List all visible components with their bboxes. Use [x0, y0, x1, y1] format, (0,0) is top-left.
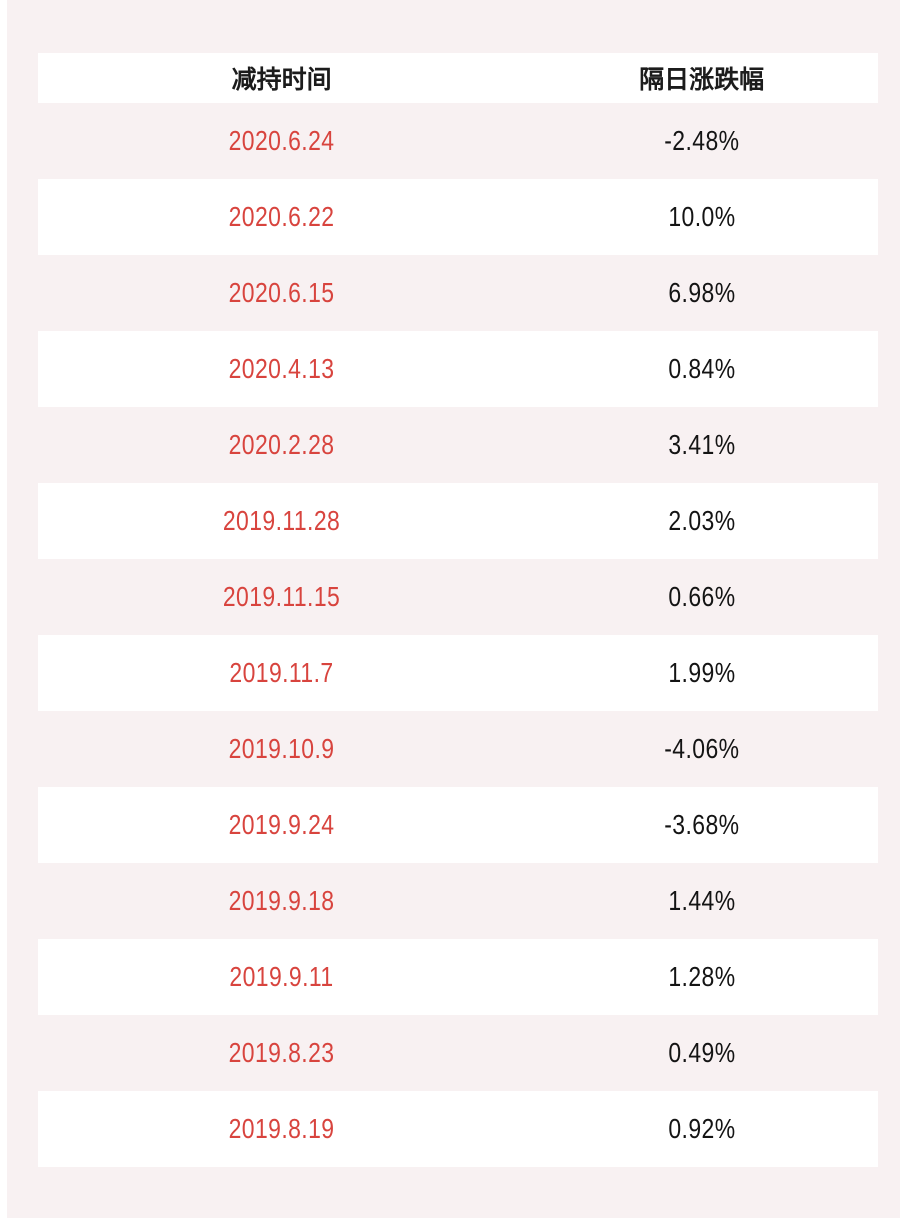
change-value-cell: -2.48% — [525, 103, 878, 179]
table-row: 2019.8.23 0.49% — [38, 1015, 878, 1091]
header-next-day-change: 隔日涨跌幅 — [639, 66, 765, 94]
reduction-date-cell: 2019.11.28 — [38, 483, 525, 559]
change-value: 3.41% — [667, 429, 736, 460]
reduction-date-value: 2019.8.19 — [228, 1113, 335, 1144]
reduction-date-cell: 2020.6.24 — [38, 103, 525, 179]
table-row: 2019.9.18 1.44% — [38, 863, 878, 939]
reduction-date-cell: 2019.9.24 — [38, 787, 525, 863]
change-value-cell: 1.99% — [525, 635, 878, 711]
change-value-cell: 2.03% — [525, 483, 878, 559]
reduction-date-cell: 2019.9.18 — [38, 863, 525, 939]
table-row: 2019.11.15 0.66% — [38, 559, 878, 635]
reduction-date-value: 2019.9.24 — [228, 809, 335, 840]
change-value-cell: 0.66% — [525, 559, 878, 635]
change-value-cell: 0.84% — [525, 331, 878, 407]
reduction-date-cell: 2019.11.7 — [38, 635, 525, 711]
table-row: 2019.9.24 -3.68% — [38, 787, 878, 863]
reduction-date-cell: 2019.9.11 — [38, 939, 525, 1015]
reduction-history-table: 减持时间 隔日涨跌幅 2020.6.24 -2.48% 2020.6.22 10… — [38, 53, 878, 1167]
table-row: 2020.6.24 -2.48% — [38, 103, 878, 179]
table-body: 2020.6.24 -2.48% 2020.6.22 10.0% 2020.6.… — [38, 103, 878, 1167]
reduction-date-cell: 2019.11.15 — [38, 559, 525, 635]
change-value-cell: 0.92% — [525, 1091, 878, 1167]
change-value-cell: 10.0% — [525, 179, 878, 255]
change-value-cell: 3.41% — [525, 407, 878, 483]
table-row: 2019.11.7 1.99% — [38, 635, 878, 711]
reduction-date-value: 2019.8.23 — [228, 1037, 335, 1068]
reduction-date-value: 2019.11.28 — [222, 505, 341, 536]
table-row: 2020.4.13 0.84% — [38, 331, 878, 407]
reduction-date-value: 2019.11.15 — [222, 581, 341, 612]
table-row: 2020.6.22 10.0% — [38, 179, 878, 255]
change-value: -4.06% — [663, 733, 740, 764]
table-row: 2019.11.28 2.03% — [38, 483, 878, 559]
table-header-row: 减持时间 隔日涨跌幅 — [38, 53, 878, 103]
change-value-cell: 1.28% — [525, 939, 878, 1015]
reduction-date-value: 2020.4.13 — [228, 353, 335, 384]
table-row: 2019.9.11 1.28% — [38, 939, 878, 1015]
reduction-date-cell: 2020.4.13 — [38, 331, 525, 407]
header-reduction-time: 减持时间 — [231, 66, 332, 94]
reduction-date-value: 2019.9.11 — [229, 961, 334, 992]
reduction-date-value: 2019.11.7 — [229, 657, 334, 688]
reduction-date-cell: 2019.8.23 — [38, 1015, 525, 1091]
change-value: 0.84% — [667, 353, 736, 384]
table-row: 2019.8.19 0.92% — [38, 1091, 878, 1167]
reduction-date-cell: 2020.6.22 — [38, 179, 525, 255]
change-value: -3.68% — [663, 809, 740, 840]
reduction-date-value: 2020.6.22 — [228, 201, 335, 232]
change-value-cell: -4.06% — [525, 711, 878, 787]
change-value: 1.44% — [667, 885, 736, 916]
change-value: 6.98% — [667, 277, 736, 308]
table-row: 2020.2.28 3.41% — [38, 407, 878, 483]
change-value-cell: 6.98% — [525, 255, 878, 331]
reduction-date-cell: 2020.6.15 — [38, 255, 525, 331]
reduction-date-value: 2019.9.18 — [228, 885, 335, 916]
reduction-date-value: 2019.10.9 — [228, 733, 335, 764]
change-value: 2.03% — [667, 505, 736, 536]
reduction-date-cell: 2020.2.28 — [38, 407, 525, 483]
change-value: 1.99% — [667, 657, 736, 688]
reduction-date-cell: 2019.10.9 — [38, 711, 525, 787]
change-value-cell: -3.68% — [525, 787, 878, 863]
change-value: 10.0% — [667, 201, 736, 232]
reduction-date-cell: 2019.8.19 — [38, 1091, 525, 1167]
change-value: 0.66% — [667, 581, 736, 612]
left-margin-strip — [0, 0, 7, 1218]
change-value: 1.28% — [667, 961, 736, 992]
change-value: -2.48% — [663, 125, 740, 156]
reduction-date-value: 2020.6.24 — [228, 125, 335, 156]
reduction-date-value: 2020.2.28 — [228, 429, 335, 460]
reduction-date-value: 2020.6.15 — [228, 277, 335, 308]
table-row: 2020.6.15 6.98% — [38, 255, 878, 331]
change-value-cell: 0.49% — [525, 1015, 878, 1091]
table-row: 2019.10.9 -4.06% — [38, 711, 878, 787]
change-value: 0.49% — [667, 1037, 736, 1068]
change-value: 0.92% — [667, 1113, 736, 1144]
change-value-cell: 1.44% — [525, 863, 878, 939]
